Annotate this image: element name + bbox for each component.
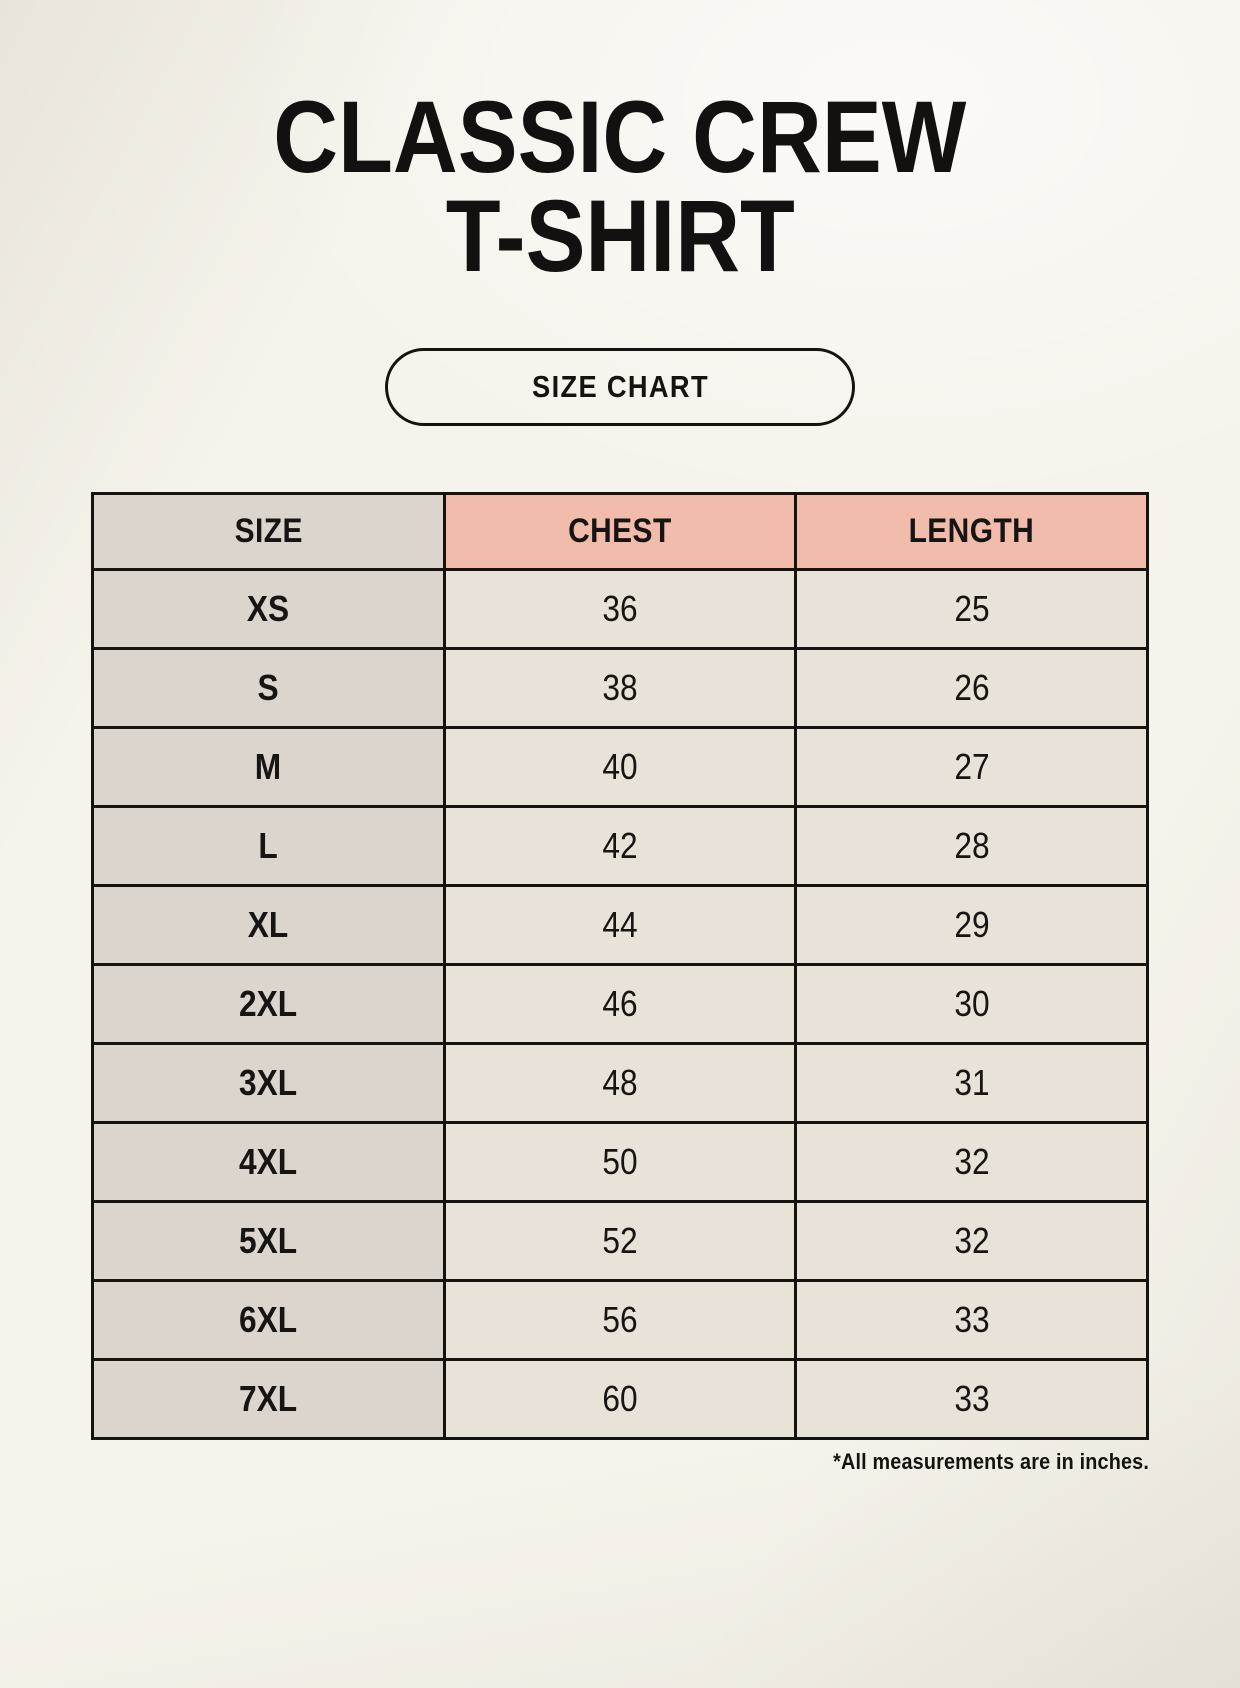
chest-cell: 56 [442, 1278, 798, 1361]
size-chart-button[interactable]: SIZE CHART [385, 347, 855, 426]
header-size: SIZE [91, 491, 446, 571]
measurements-footnote: *All measurements are in inches. [91, 1449, 1149, 1475]
header-chest-label: CHEST [568, 511, 672, 550]
chest-cell: 44 [442, 883, 798, 966]
size-cell: M [91, 725, 446, 808]
table-row-xs: XS 36 25 [91, 567, 1149, 650]
length-cell: 33 [794, 1278, 1149, 1361]
title-line-1: CLASSIC CREW [273, 80, 967, 194]
table-row-xl: XL 44 29 [91, 883, 1149, 966]
length-cell: 29 [794, 883, 1149, 966]
length-cell: 32 [794, 1120, 1149, 1203]
table-row-4xl: 4XL 50 32 [91, 1120, 1149, 1203]
length-cell: 30 [794, 962, 1149, 1045]
chest-cell: 40 [442, 725, 798, 808]
table-row-m: M 40 27 [91, 725, 1149, 808]
size-cell: XS [91, 567, 446, 650]
measurements-footnote-text: *All measurements are in inches. [833, 1448, 1149, 1474]
size-chart-section: SIZE CHEST LENGTH XS 36 25 S 38 26 M 40 … [91, 491, 1149, 1475]
size-cell: 3XL [91, 1041, 446, 1124]
size-cell: 2XL [91, 962, 446, 1045]
header-length-label: LENGTH [908, 511, 1035, 550]
chest-cell: 46 [442, 962, 798, 1045]
header-chest: CHEST [442, 491, 798, 571]
title-line-2: T-SHIRT [445, 178, 795, 293]
header-length: LENGTH [794, 491, 1149, 571]
size-cell: 5XL [91, 1199, 446, 1282]
length-cell: 26 [794, 646, 1149, 729]
chest-cell: 38 [442, 646, 798, 729]
length-cell: 28 [794, 804, 1149, 887]
size-cell: XL [91, 883, 446, 966]
chest-cell: 48 [442, 1041, 798, 1124]
size-cell: L [91, 804, 446, 887]
size-cell: 6XL [91, 1278, 446, 1361]
size-cell: 4XL [91, 1120, 446, 1203]
chest-cell: 52 [442, 1199, 798, 1282]
table-row-3xl: 3XL 48 31 [91, 1041, 1149, 1124]
table-row-l: L 42 28 [91, 804, 1149, 887]
size-chart-table: SIZE CHEST LENGTH XS 36 25 S 38 26 M 40 … [91, 491, 1149, 1440]
table-row-2xl: 2XL 46 30 [91, 962, 1149, 1045]
size-chart-button-label: SIZE CHART [531, 368, 709, 404]
length-cell: 25 [794, 567, 1149, 650]
page-title: CLASSIC CREW T-SHIRT [0, 80, 1240, 293]
table-row-6xl: 6XL 56 33 [91, 1278, 1149, 1361]
size-cell: S [91, 646, 446, 729]
chest-cell: 36 [442, 567, 798, 650]
length-cell: 32 [794, 1199, 1149, 1282]
table-row-5xl: 5XL 52 32 [91, 1199, 1149, 1282]
header-size-label: SIZE [234, 511, 303, 550]
size-cell: 7XL [91, 1357, 446, 1440]
length-cell: 31 [794, 1041, 1149, 1124]
table-row-7xl: 7XL 60 33 [91, 1357, 1149, 1440]
length-cell: 33 [794, 1357, 1149, 1440]
chest-cell: 42 [442, 804, 798, 887]
table-header-row: SIZE CHEST LENGTH [91, 491, 1149, 571]
chest-cell: 60 [442, 1357, 798, 1440]
table-row-s: S 38 26 [91, 646, 1149, 729]
length-cell: 27 [794, 725, 1149, 808]
chest-cell: 50 [442, 1120, 798, 1203]
